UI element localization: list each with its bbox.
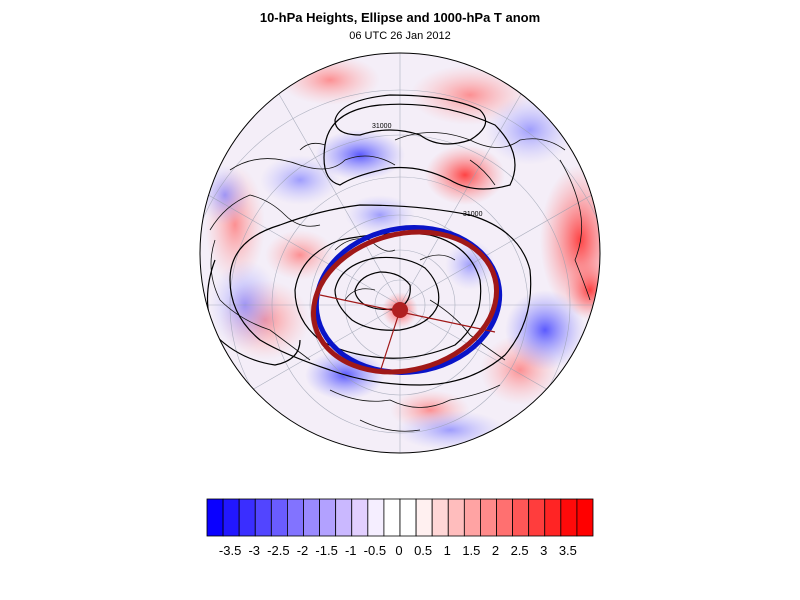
colorbar-box — [222, 498, 240, 537]
colorbar-labels: -3.5 -3 -2.5 -2 -1.5 -1 -0.5 0 0.5 1 1.5 2 2.5 3 3.5 — [219, 543, 577, 558]
colorbar-box — [367, 498, 385, 537]
contour-label: 31000 — [463, 211, 483, 218]
colorbar-tick-label: -3.5 — [219, 543, 241, 558]
colorbar-tick-label: 3.5 — [559, 543, 577, 558]
colorbar-tick-label: 1.5 — [462, 543, 480, 558]
colorbar-box — [206, 498, 224, 537]
colorbar-box — [287, 498, 304, 537]
colorbar-tick-label: -0.5 — [364, 543, 386, 558]
colorbar-box — [270, 498, 288, 537]
colorbar-box — [254, 498, 272, 537]
colorbar-box — [463, 498, 481, 537]
colorbar-tick-label: 3 — [540, 543, 547, 558]
colorbar-box — [238, 498, 256, 537]
colorbar-box — [431, 498, 449, 537]
colorbar-tick-label: -2 — [297, 543, 309, 558]
contour-label: 31000 — [372, 123, 392, 130]
colorbar-box — [415, 498, 433, 537]
red-ellipse-axis — [319, 294, 496, 333]
globe-outline — [199, 52, 601, 454]
anomaly-field: 31000 31000 — [200, 53, 600, 453]
ellipse-center-marker — [392, 302, 408, 318]
polar-map: 31000 31000 — [199, 52, 601, 454]
colorbar-tick-label: -2.5 — [267, 543, 289, 558]
colorbar-box — [303, 498, 320, 537]
colorbar-tick-label: -3 — [248, 543, 260, 558]
colorbar-tick-label: 0 — [395, 543, 402, 558]
colorbar-tick-label: 1 — [444, 543, 451, 558]
colorbar-box — [447, 498, 465, 537]
colorbar-box — [480, 498, 497, 537]
colorbar-tick-label: -1.5 — [315, 543, 337, 558]
colorbar-box — [528, 498, 546, 537]
colorbar-box — [319, 498, 337, 537]
colorbar-tick-label: 0.5 — [414, 543, 432, 558]
colorbar-box — [351, 498, 369, 537]
plot-title: 10-hPa Heights, Ellipse and 1000-hPa T a… — [259, 10, 541, 25]
colorbar-box — [496, 498, 513, 537]
red-ellipse-axis — [379, 309, 401, 373]
colorbar-box — [544, 498, 562, 537]
graticule — [200, 53, 600, 453]
colorbar-box — [399, 498, 417, 537]
colorbar-tick-label: 2 — [492, 543, 499, 558]
colorbar-box — [335, 498, 353, 537]
red-ellipse — [310, 229, 500, 375]
colorbar-tick-label: -1 — [345, 543, 357, 558]
colorbar-boxes — [206, 498, 594, 537]
plot-subtitle: 06 UTC 26 Jan 2012 — [349, 30, 451, 42]
colorbar-box — [576, 498, 594, 537]
colorbar-box — [383, 498, 401, 537]
colorbar-box — [512, 498, 530, 537]
colorbar-tick-label: 2.5 — [511, 543, 529, 558]
colorbar-box — [560, 498, 578, 537]
